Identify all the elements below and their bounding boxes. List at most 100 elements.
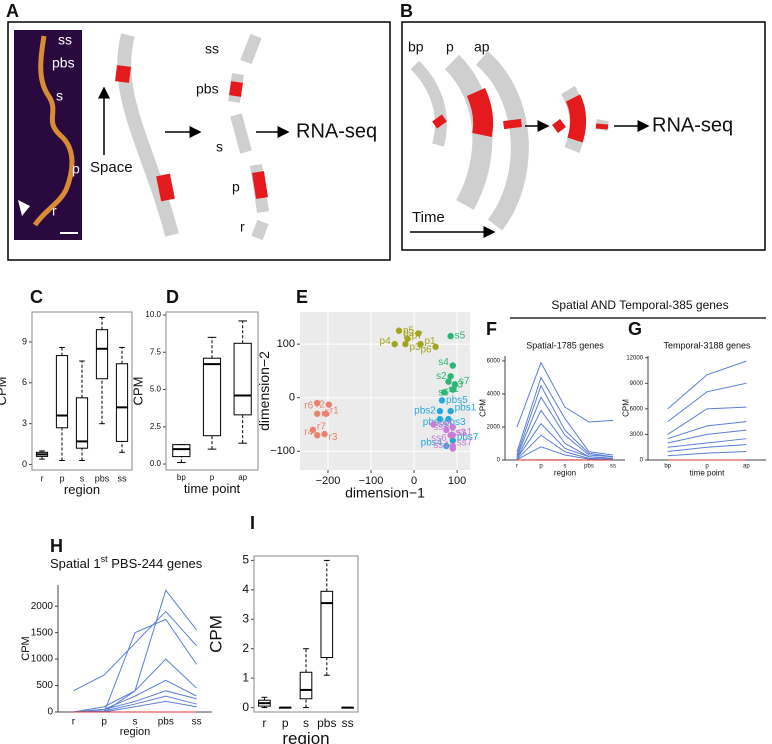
segment-label: p [232,179,240,195]
point-label: ss4 [433,440,449,451]
point [436,407,444,415]
point-label: pbs4 [421,438,443,449]
x-axis-label: time point [184,481,241,496]
segment-label: pbs [196,81,219,97]
chart: F Spatial-1785 genes 0 2000 4000 6000 r p s pbs ss… [479,319,625,477]
point-label: s7 [459,376,470,387]
chart-title: Temporal-3188 genes [663,340,751,350]
image-label: pbs [52,55,75,71]
point [445,415,452,423]
point-label: s2 [436,371,447,382]
y-axis-label: CPM [206,615,225,653]
box [202,357,222,437]
y-tick-label: 0 [289,392,295,404]
x-tick-label: s [303,716,309,730]
box [233,342,252,416]
point [445,378,452,385]
panel-label: F [486,319,497,339]
worms [410,51,609,231]
x-tick-label: p [282,716,289,730]
panel-label: I [250,513,255,533]
point [325,401,333,408]
point-label: r5 [321,408,330,419]
x-tick-label: pbs [317,716,336,730]
panel-label: D [166,287,179,307]
y-tick-label: 6000 [630,406,644,412]
x-tick-label: p [539,464,543,470]
chart-title: Spatial-1785 genes [526,340,604,350]
title-part: st [101,554,109,564]
point [430,421,437,428]
point-label: p1 [425,336,437,347]
point [314,410,321,417]
series-line [516,446,614,461]
axis-label: Space [90,159,133,176]
y-tick-label: 500 [36,680,53,691]
y-tick-label: 1000 [31,654,54,665]
point-label: ss6 [431,433,447,444]
y-tick-label: 100 [277,338,295,350]
point-label: ss1 [457,427,473,438]
series-line [73,690,197,713]
x-tick-label: ap [238,473,247,482]
x-tick-label: 100 [448,475,466,487]
point-label: s6 [438,387,449,398]
x-tick-label: −200 [316,475,341,487]
series-line [516,434,614,460]
series-line [516,361,614,428]
point [322,410,330,417]
point-label: p6 [420,344,432,355]
point [449,386,456,393]
point [417,340,424,348]
y-tick-label: 1 [242,670,249,684]
y-tick-label: 2000 [31,601,54,612]
y-axis-label: CPM [622,399,631,417]
series-line [667,429,747,444]
y-tick-label: 6 [22,377,27,387]
series-line [73,610,197,692]
series-line [667,421,747,440]
chart: I 0 1 2 3 4 5 r p s pbs ss region CPM [206,513,359,744]
point-label: s5 [455,331,466,342]
series-line [73,618,198,713]
y-tick-label: 9000 [630,381,644,387]
x-tick-label: s [564,464,567,470]
point-label: pbs2 [414,406,436,417]
image-label: p [72,161,80,177]
box [299,671,313,700]
point-label: r3 [329,432,338,443]
title-part: Spatial 1 [50,556,101,571]
x-axis-label: region [64,482,100,497]
box [172,444,191,458]
series-line [73,695,197,713]
box [320,590,334,659]
title-part: PBS-244 genes [108,556,203,571]
image-label: r [52,203,57,219]
y-tick-label: 0 [640,458,644,464]
point [447,373,454,380]
point [391,340,398,348]
y-axis-label: CPM [0,377,9,406]
point [449,362,456,369]
x-tick-label: pbs [95,473,110,483]
x-tick-label: r [41,473,44,483]
point [447,407,454,415]
series-line [667,360,747,410]
plot-frame [31,311,133,471]
point-label: p5 [403,325,415,336]
x-tick-label: r [72,717,76,728]
x-tick-label: bp [664,464,671,470]
point [402,340,409,348]
y-tick-label: 3000 [630,432,644,438]
segmented-worm [228,33,269,241]
y-axis-label: dimension−2 [256,351,272,431]
series-line [516,396,614,458]
worm-signal [32,35,75,227]
stage-label: ap [474,39,490,55]
box [115,363,129,442]
point [438,397,446,404]
x-axis-label: region [554,468,576,477]
y-tick-label: 2.5 [150,422,162,431]
worm [117,33,179,237]
